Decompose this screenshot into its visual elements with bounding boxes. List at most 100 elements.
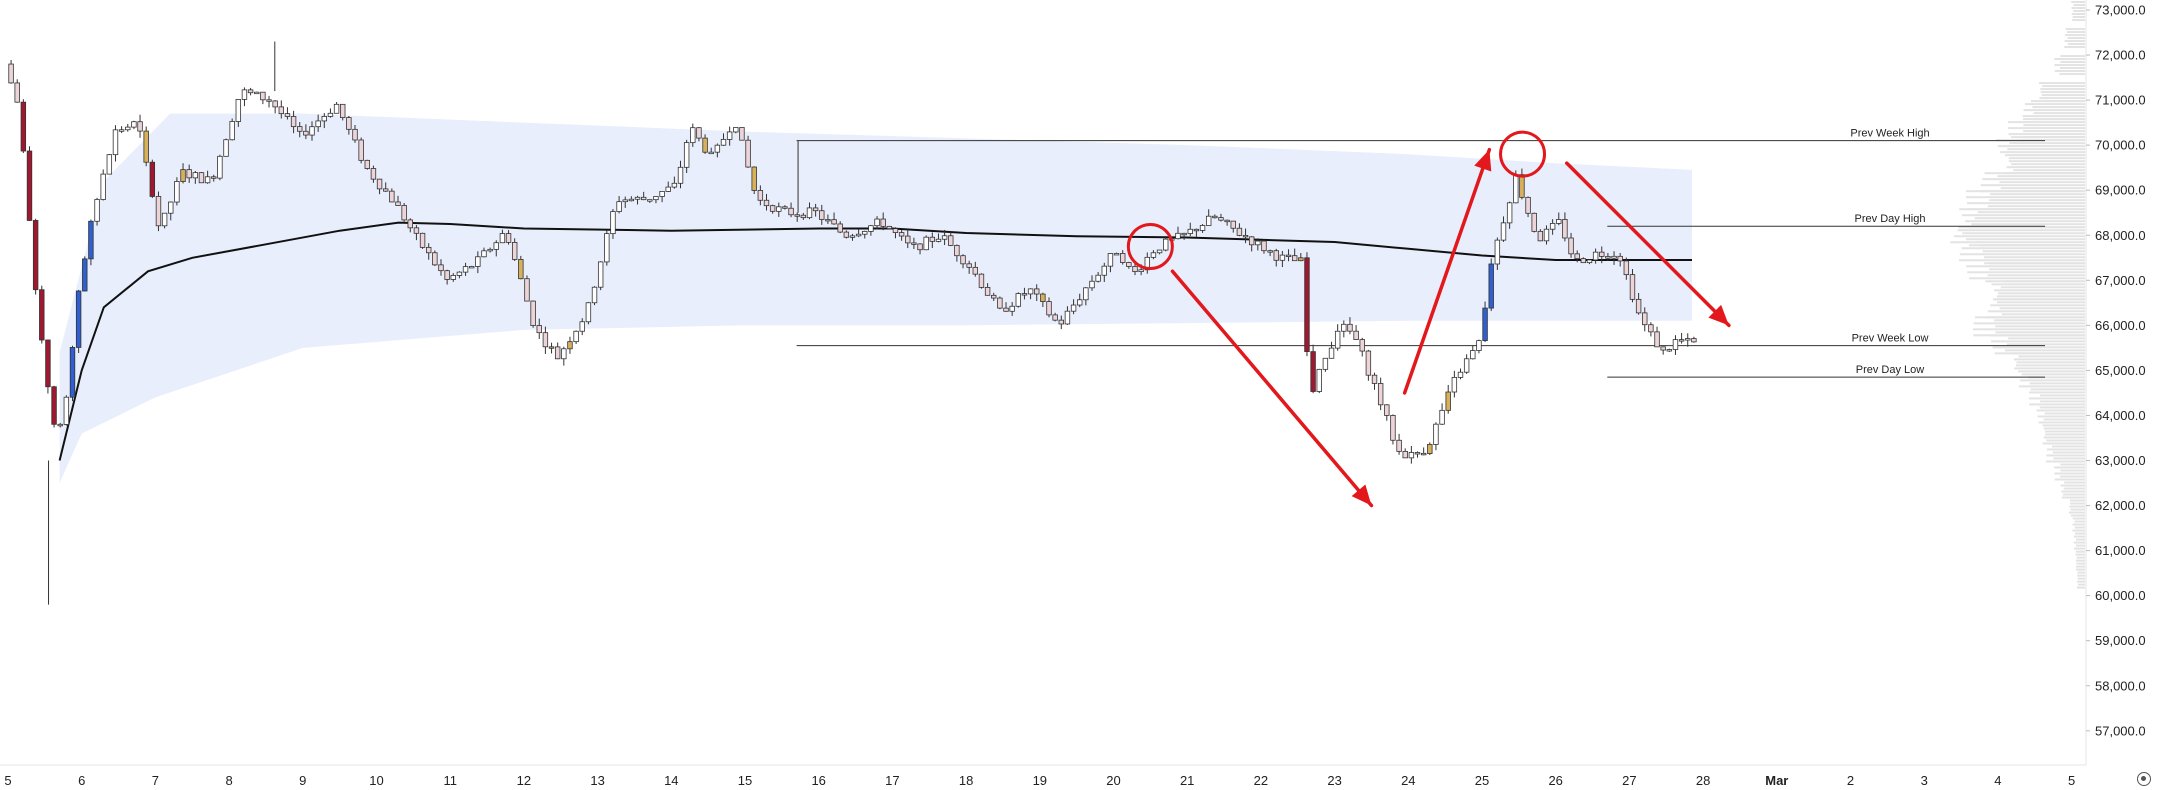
candle-body [567,341,573,350]
candle-body [1132,266,1138,273]
candle [1525,196,1531,218]
candle [1150,250,1157,260]
x-tick-label: 17 [885,773,899,788]
candle [1261,239,1267,254]
candle-body [745,139,751,168]
volume-profile-bar [1958,226,2085,229]
candle [1574,250,1580,263]
x-tick-label: 15 [738,773,752,788]
candle-body [898,232,905,237]
volume-profile-bar [2023,124,2085,127]
candle-body [702,137,708,153]
volume-profile-bar [2008,160,2085,163]
candle [659,190,665,203]
candle [63,395,70,426]
candle-body [659,190,665,197]
candle [1470,345,1476,360]
volume-profile-bar [2045,433,2085,436]
candle-body [1175,232,1181,240]
candle [1328,341,1335,359]
volume-profile-bar [1966,196,2085,199]
candle [112,125,119,162]
volume-profile-bar [1999,307,2085,310]
volume-profile-bar [2023,109,2085,112]
chart-settings-icon[interactable] [2137,772,2151,786]
candle-body [1187,228,1193,234]
value-area-band [59,113,1693,483]
candle-body [1568,237,1574,255]
candle-body [1077,299,1083,306]
volume-profile-bar [2076,586,2085,589]
candle-body [1156,249,1163,254]
candle-body [1021,293,1028,296]
candle-body [1531,212,1537,232]
candle [1648,322,1654,337]
volume-profile [1950,0,2085,589]
candle [198,172,205,184]
candle-body [254,91,260,95]
candle [1660,346,1666,355]
candle-body [622,199,628,203]
candle-body [297,126,303,132]
candle-body [1230,220,1236,229]
candle [26,146,33,222]
candle-body [677,166,684,184]
x-tick-label: 23 [1327,773,1341,788]
candle-body [1064,310,1071,325]
candle [1077,293,1083,308]
candle-body [604,233,610,263]
candle-body [1040,293,1046,302]
candle-body [155,196,162,227]
candle [1433,422,1439,451]
candle-body [51,386,57,425]
x-axis[interactable]: 5 6 7 8 9 10 11 12 13 14 15 16 17 18 19 20 21 22 23 24 25 26 2… [4,773,2075,788]
candle [204,170,211,184]
candle-body [683,142,690,168]
candle [800,212,807,220]
candle-body [1525,196,1531,214]
candle [1562,212,1568,242]
volume-profile-bar [2075,553,2085,556]
volume-profile-bar [2011,163,2085,166]
volume-profile-bar [2007,148,2085,151]
candle-body [39,289,45,341]
x-tick-label: 21 [1180,773,1194,788]
candle [812,203,819,217]
x-tick-label: 6 [78,773,85,788]
candle [1666,348,1673,352]
candle [1365,349,1372,381]
annotation-arrow [1170,269,1374,508]
candle-body [1150,252,1157,258]
candle [690,123,696,147]
candle [616,196,622,214]
candle [468,265,475,269]
candle [309,121,315,141]
candle-body [1027,288,1034,295]
candle-body [266,99,272,102]
candle [106,154,113,175]
volume-profile-bar [2073,9,2085,12]
volume-profile-bar [1991,283,2085,286]
candle-body [763,199,770,207]
candle-body [26,150,33,221]
candle [892,227,899,239]
candle-body [1003,307,1009,312]
candle [370,165,377,183]
candle-body [118,129,125,132]
candle [1224,219,1230,226]
candle-body [1408,452,1415,459]
y-axis[interactable]: 73,000.0 72,000.0 71,000.0 70,000.0 69,000.0… [2086,3,2146,739]
candle [143,126,149,167]
candle-body [511,242,518,260]
candle-body [886,225,893,230]
volume-profile-bar [2054,460,2085,463]
candle [561,346,567,366]
candle [432,250,438,267]
candle-body [1549,223,1556,230]
candle-body [696,127,702,139]
volume-profile-bar [2071,0,2085,3]
candle [419,232,426,249]
volume-profile-bar [2000,187,2085,190]
candle [352,125,358,143]
